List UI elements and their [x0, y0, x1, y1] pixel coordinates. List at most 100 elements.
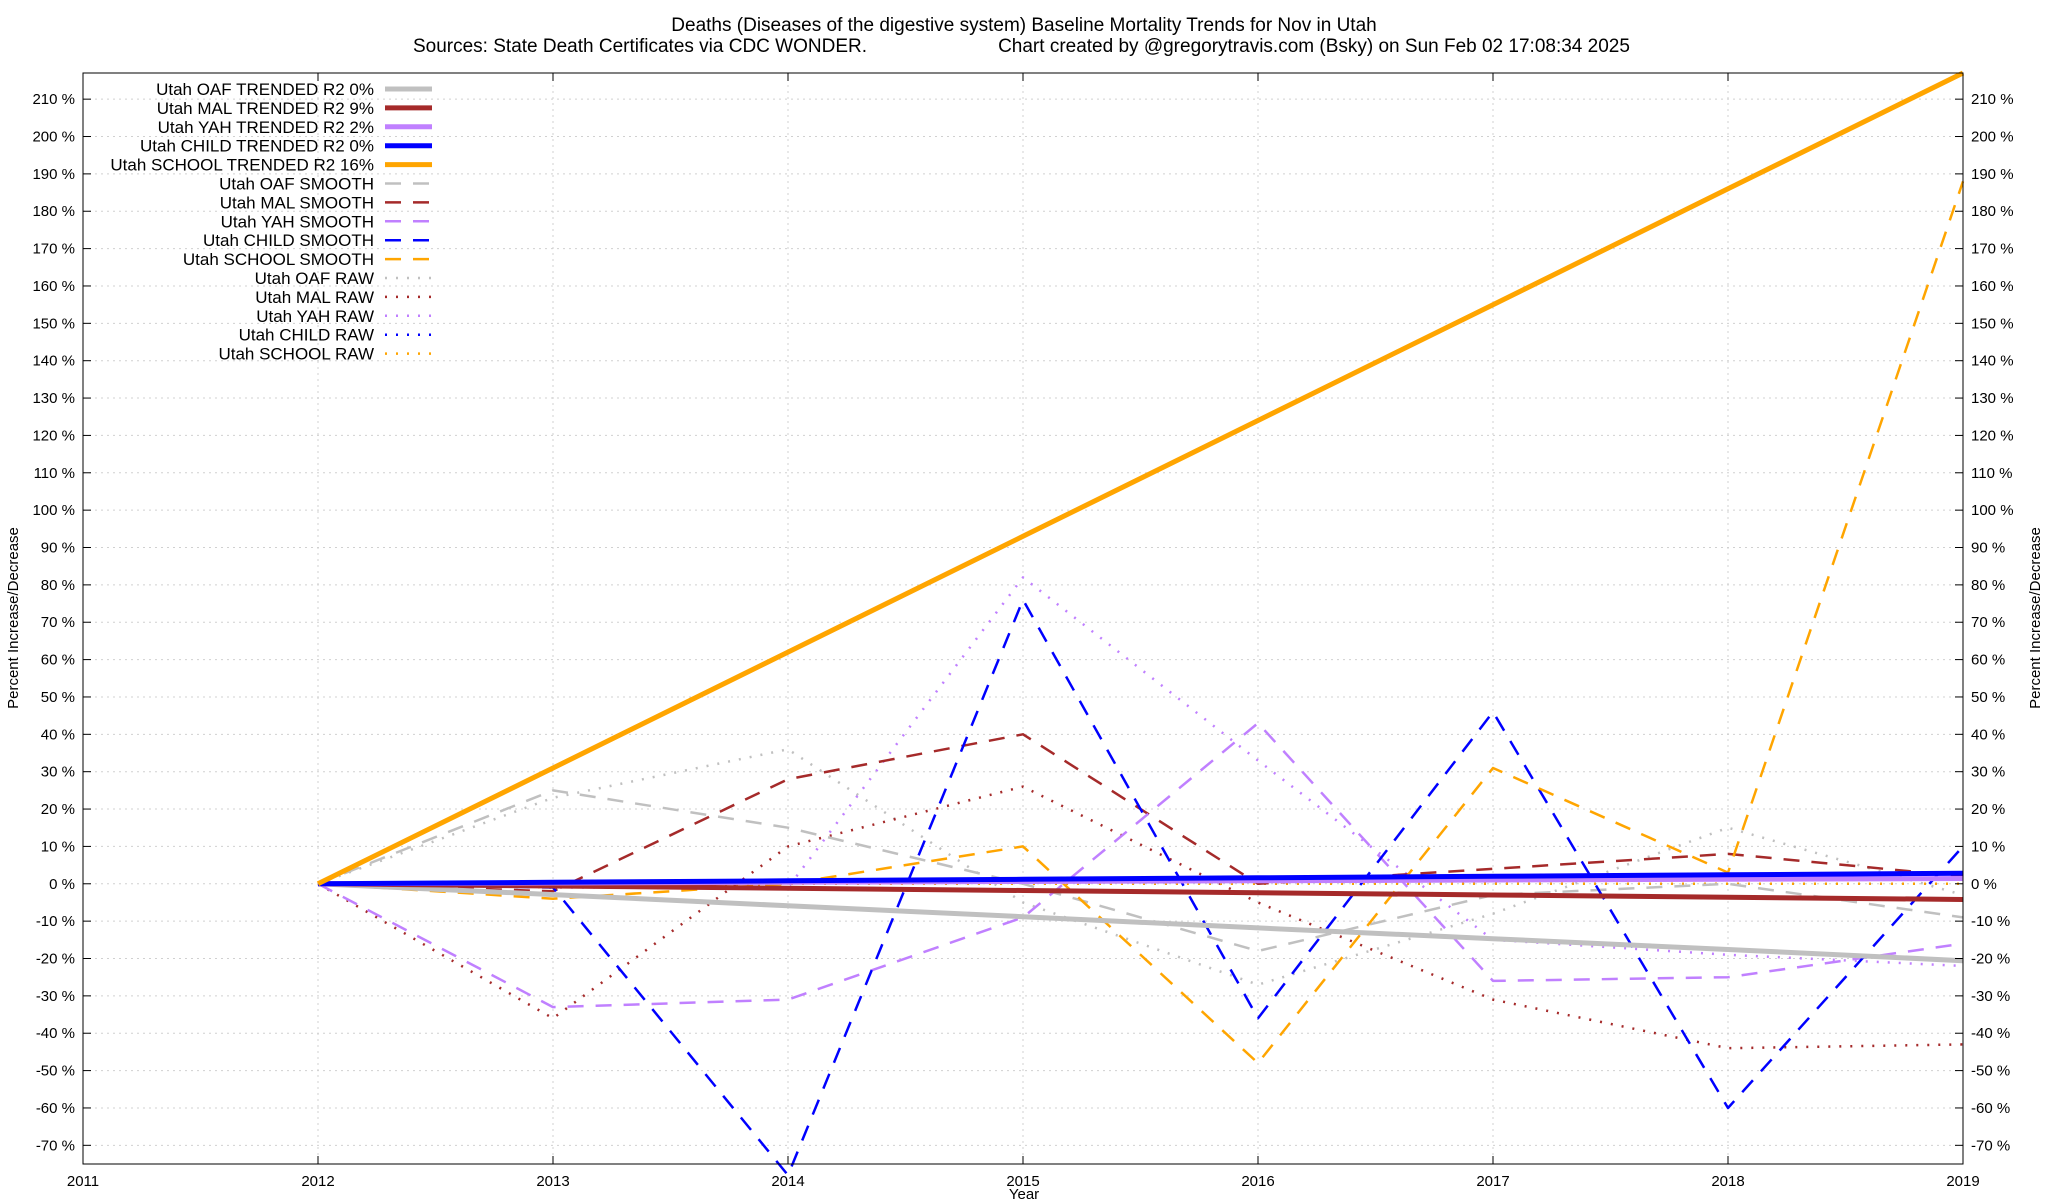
y-tick-label-left: 70 % [41, 614, 75, 631]
y-tick-label-right: 200 % [1971, 129, 2014, 146]
y-tick-label-right: 40 % [1971, 726, 2005, 743]
legend-label: Utah OAF SMOOTH [219, 175, 374, 194]
y-tick-label-right: 20 % [1971, 801, 2005, 818]
legend-label: Utah MAL TRENDED R2 9% [157, 99, 374, 118]
x-tick-label: 2016 [1241, 1173, 1274, 1190]
x-tick-label: 2018 [1711, 1173, 1744, 1190]
series-line-trend-1 [317, 881, 1964, 902]
series-line-smooth-8 [317, 598, 1964, 1177]
y-tick-label-right: -30 % [1971, 988, 2010, 1005]
y-tick-label-right: 60 % [1971, 652, 2005, 669]
legend-label: Utah SCHOOL SMOOTH [183, 250, 374, 269]
legend-label: Utah YAH RAW [256, 307, 374, 326]
y-tick-label-left: 100 % [32, 502, 75, 519]
series-line-trend-4 [316, 70, 1965, 887]
y-tick-label-right: 160 % [1971, 278, 2014, 295]
chart-title: Deaths (Diseases of the digestive system… [671, 15, 1376, 36]
x-tick-label: 2017 [1476, 1173, 1509, 1190]
y-tick-label-right: 0 % [1971, 876, 1997, 893]
y-tick-label-left: 120 % [32, 427, 75, 444]
y-tick-label-left: 210 % [32, 91, 75, 108]
y-tick-label-left: 170 % [32, 241, 75, 258]
y-tick-label-right: 100 % [1971, 502, 2014, 519]
legend: Utah OAF TRENDED R2 0%Utah MAL TRENDED R… [110, 80, 432, 364]
y-tick-label-right: 70 % [1971, 614, 2005, 631]
y-axis-label-left: Percent Increase/Decrease [5, 527, 22, 709]
axis-ticks: 210 % 210 % 200 % 200 % 190 % 190 % 180 % 180 %… [32, 73, 2014, 1190]
series-line-trend-3 [317, 870, 1964, 887]
series-line-raw-11 [317, 785, 1964, 1050]
chart-subtitle-sources: Sources: State Death Certificates via CD… [413, 36, 867, 57]
y-tick-label-right: -40 % [1971, 1025, 2010, 1042]
series-line-smooth-6 [317, 733, 1964, 893]
legend-label: Utah OAF TRENDED R2 0% [156, 80, 374, 99]
y-tick-label-left: 30 % [41, 764, 75, 781]
series-line-smooth-5 [317, 789, 1964, 953]
y-tick-label-left: -10 % [36, 913, 75, 930]
y-tick-label-right: -20 % [1971, 951, 2010, 968]
series-line-smooth-9 [317, 180, 1965, 1065]
y-tick-label-right: 190 % [1971, 166, 2014, 183]
y-axis-label-right: Percent Increase/Decrease [2027, 527, 2044, 709]
legend-label: Utah OAF RAW [255, 269, 374, 288]
y-tick-label-left: 40 % [41, 726, 75, 743]
y-tick-label-left: 50 % [41, 689, 75, 706]
y-tick-label-left: 200 % [32, 129, 75, 146]
series-lines [316, 70, 1965, 1177]
y-tick-label-left: 190 % [32, 166, 75, 183]
y-tick-label-right: 210 % [1971, 91, 2014, 108]
y-tick-label-left: 10 % [41, 838, 75, 855]
y-tick-label-left: -40 % [36, 1025, 75, 1042]
y-tick-label-left: 180 % [32, 203, 75, 220]
x-tick-label: 2019 [1946, 1173, 1979, 1190]
x-tick-label: 2014 [771, 1173, 804, 1190]
y-tick-label-left: 110 % [34, 465, 75, 482]
y-tick-label-right: 30 % [1971, 764, 2005, 781]
x-tick-label: 2015 [1006, 1173, 1039, 1190]
y-tick-label-left: 160 % [32, 278, 75, 295]
y-tick-label-right: 110 % [1971, 465, 2012, 482]
legend-label: Utah MAL SMOOTH [220, 193, 374, 212]
y-tick-label-right: 50 % [1971, 689, 2005, 706]
legend-label: Utah YAH SMOOTH [221, 212, 374, 231]
legend-label: Utah MAL RAW [255, 288, 374, 307]
y-tick-label-right: 10 % [1971, 838, 2005, 855]
x-tick-label: 2012 [301, 1173, 334, 1190]
y-tick-label-left: -70 % [36, 1137, 75, 1154]
y-tick-label-right: 120 % [1971, 427, 2014, 444]
legend-label: Utah SCHOOL TRENDED R2 16% [110, 156, 374, 175]
legend-label: Utah CHILD TRENDED R2 0% [140, 137, 374, 156]
y-tick-label-left: 0 % [49, 876, 75, 893]
y-tick-label-left: 150 % [32, 315, 75, 332]
legend-label: Utah CHILD RAW [239, 326, 374, 345]
chart-subtitle-credit: Chart created by @gregorytravis.com (Bsk… [998, 36, 1630, 57]
y-tick-label-right: 80 % [1971, 577, 2005, 594]
y-tick-label-left: -30 % [36, 988, 75, 1005]
y-tick-label-left: 130 % [32, 390, 75, 407]
legend-label: Utah YAH TRENDED R2 2% [158, 118, 374, 137]
y-tick-label-left: -20 % [36, 951, 75, 968]
x-tick-label: 2013 [536, 1173, 569, 1190]
y-tick-label-right: 150 % [1971, 315, 2014, 332]
y-tick-label-right: -10 % [1971, 913, 2010, 930]
y-tick-label-left: 20 % [41, 801, 75, 818]
y-tick-label-right: -70 % [1971, 1137, 2010, 1154]
y-tick-label-right: -60 % [1971, 1100, 2010, 1117]
y-tick-label-left: 140 % [32, 353, 75, 370]
y-tick-label-right: 170 % [1971, 241, 2014, 258]
y-tick-label-right: -50 % [1971, 1063, 2010, 1080]
y-tick-label-left: -50 % [36, 1063, 75, 1080]
y-tick-label-right: 130 % [1971, 390, 2014, 407]
y-tick-label-right: 140 % [1971, 353, 2014, 370]
series-line-trend-0 [317, 881, 1964, 964]
y-tick-label-left: 60 % [41, 652, 75, 669]
y-tick-label-right: 90 % [1971, 540, 2005, 557]
y-tick-label-left: -60 % [36, 1100, 75, 1117]
y-tick-label-right: 180 % [1971, 203, 2014, 220]
y-tick-label-left: 80 % [41, 577, 75, 594]
legend-label: Utah SCHOOL RAW [218, 345, 374, 364]
x-tick-label: 2011 [67, 1173, 99, 1190]
y-tick-label-left: 90 % [41, 540, 75, 557]
legend-label: Utah CHILD SMOOTH [203, 231, 374, 250]
